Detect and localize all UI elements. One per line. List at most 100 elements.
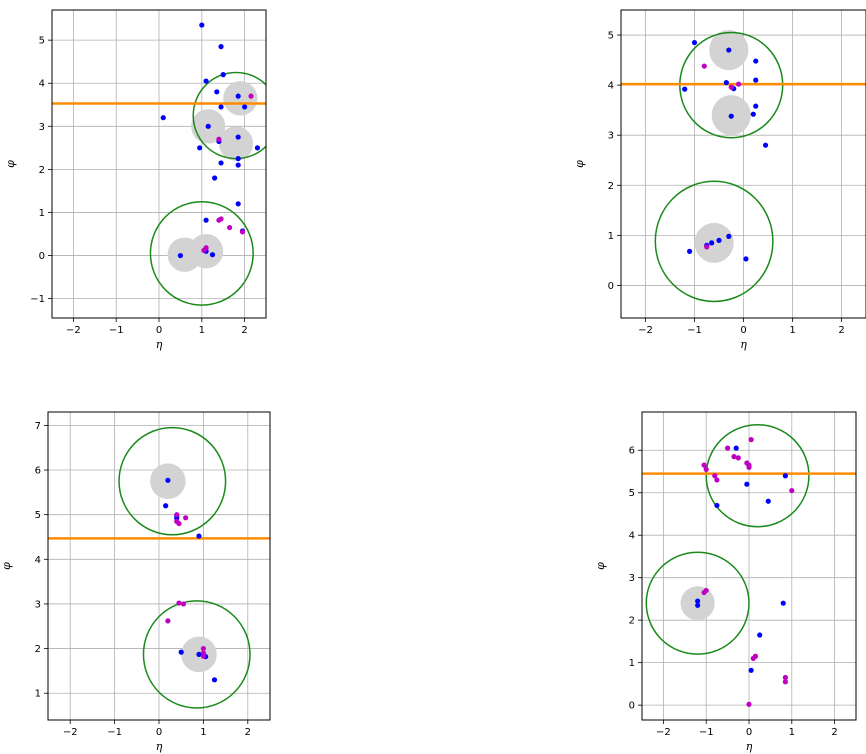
data-point-blue xyxy=(780,600,786,606)
data-point-blue xyxy=(753,103,759,109)
data-point-blue xyxy=(242,104,248,110)
data-point-blue xyxy=(723,80,729,86)
data-point-blue xyxy=(165,477,171,483)
data-point-blue xyxy=(726,47,732,53)
y-tick-label: 0 xyxy=(608,281,614,292)
data-point-blue xyxy=(757,632,763,638)
data-point-magenta xyxy=(216,136,222,142)
data-point-blue xyxy=(163,503,169,509)
y-tick-label: 2 xyxy=(39,165,45,176)
data-point-magenta xyxy=(703,587,709,594)
plot-area xyxy=(52,22,266,306)
panel-2: −2 −1 0 1 2 0 1 2 3 4 5 η φ xyxy=(573,9,866,351)
data-point-blue xyxy=(714,502,720,509)
data-point-blue xyxy=(218,160,224,166)
y-tick-label: 5 xyxy=(629,488,635,499)
cone-circle xyxy=(645,551,750,655)
x-tick-label: 1 xyxy=(200,727,206,738)
y-tick-label: 0 xyxy=(629,701,635,712)
cone-circle xyxy=(118,426,227,536)
data-point-magenta xyxy=(180,601,187,607)
x-tick-label: −1 xyxy=(699,727,714,738)
x-axis-label: η xyxy=(746,740,753,753)
x-tick-label: −2 xyxy=(63,727,78,738)
panel-1: −2 −1 0 1 2 −1 0 1 2 3 4 5 η φ xyxy=(4,9,267,351)
y-tick-label: 2 xyxy=(35,644,41,655)
x-tick-label: −1 xyxy=(107,727,122,738)
data-point-magenta xyxy=(200,645,206,652)
y-tick-label: 1 xyxy=(35,689,41,700)
data-point-blue xyxy=(744,481,750,487)
y-tick-label: 1 xyxy=(629,658,635,669)
data-point-magenta xyxy=(701,63,707,69)
x-tick-label: −1 xyxy=(687,325,702,336)
data-point-blue xyxy=(235,156,241,162)
data-point-magenta xyxy=(712,473,718,479)
y-tick-label: 2 xyxy=(608,181,614,192)
y-tick-label: 1 xyxy=(608,231,614,242)
data-point-magenta xyxy=(701,462,707,468)
data-point-magenta xyxy=(748,437,754,443)
data-point-magenta xyxy=(239,229,246,235)
data-point-blue xyxy=(218,44,224,50)
data-point-blue xyxy=(726,233,732,239)
y-tick-label: 4 xyxy=(35,555,41,566)
data-point-blue xyxy=(750,111,756,117)
data-point-blue xyxy=(205,123,211,129)
data-point-blue xyxy=(211,677,218,683)
x-tick-label: 0 xyxy=(740,325,746,336)
data-point-magenta xyxy=(750,655,756,662)
data-point-blue xyxy=(733,445,739,451)
data-point-blue xyxy=(691,39,698,46)
y-tick-label: 4 xyxy=(39,79,45,90)
data-point-magenta xyxy=(174,512,180,518)
data-point-blue xyxy=(196,533,202,539)
data-point-magenta xyxy=(203,245,209,251)
x-tick-label: −2 xyxy=(638,325,653,336)
data-point-blue xyxy=(160,115,166,121)
cone-circle xyxy=(705,423,810,528)
data-point-blue xyxy=(196,651,202,657)
y-tick-label: 4 xyxy=(629,531,635,542)
y-tick-label: 3 xyxy=(608,131,614,142)
x-tick-label: 0 xyxy=(156,727,162,738)
x-tick-label: −1 xyxy=(109,325,124,336)
data-point-magenta xyxy=(227,224,233,231)
data-point-magenta xyxy=(176,520,182,527)
x-tick-label: 0 xyxy=(156,325,162,336)
data-point-magenta xyxy=(746,701,752,707)
data-point-blue xyxy=(782,473,788,479)
x-axis-label: η xyxy=(156,740,163,753)
data-point-blue xyxy=(235,134,241,140)
data-point-blue xyxy=(762,142,769,148)
data-point-magenta xyxy=(736,81,742,87)
data-point-magenta xyxy=(782,674,788,681)
data-point-magenta xyxy=(248,93,254,99)
data-point-blue xyxy=(682,86,688,92)
data-point-magenta xyxy=(725,445,731,451)
cone-circle xyxy=(149,200,254,306)
data-point-blue xyxy=(218,104,224,110)
data-point-blue xyxy=(687,248,693,254)
data-point-blue xyxy=(220,72,226,78)
y-axis-label: φ xyxy=(573,160,586,168)
y-tick-label: 5 xyxy=(39,36,45,47)
data-point-magenta xyxy=(735,455,741,461)
data-point-magenta xyxy=(218,216,224,222)
y-tick-label: 4 xyxy=(608,81,614,92)
y-tick-label: 5 xyxy=(35,510,41,521)
x-tick-label: 2 xyxy=(241,325,247,336)
data-point-magenta xyxy=(789,487,795,494)
data-point-blue xyxy=(753,77,759,83)
data-point-magenta xyxy=(744,460,750,466)
data-point-blue xyxy=(209,252,216,258)
x-tick-label: −2 xyxy=(66,325,81,336)
y-axis-label: φ xyxy=(0,562,13,570)
x-axis-label: η xyxy=(156,338,163,351)
data-point-blue xyxy=(695,602,701,608)
y-tick-label: 1 xyxy=(39,208,45,219)
y-tick-label: −1 xyxy=(30,294,45,305)
x-tick-label: 0 xyxy=(746,727,752,738)
data-point-blue xyxy=(753,58,759,64)
